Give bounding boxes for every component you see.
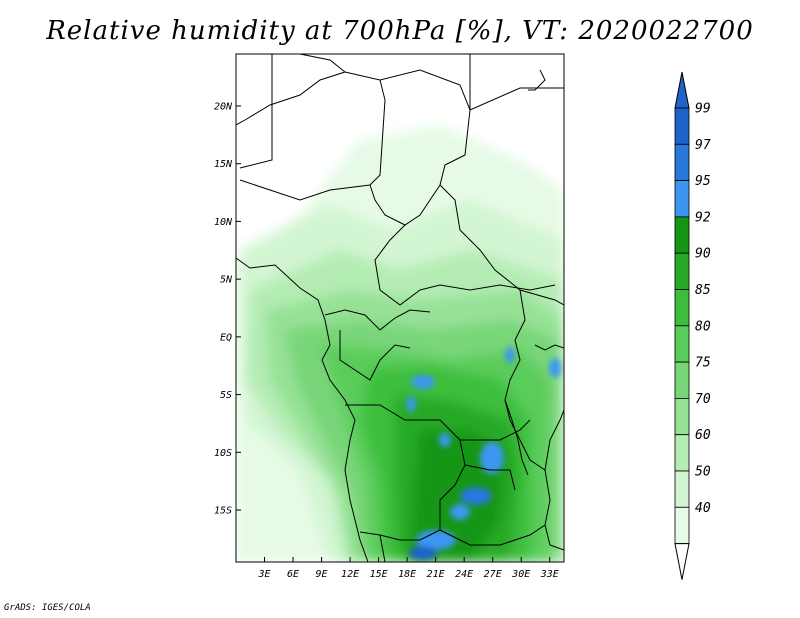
lat-tick-label: 5S bbox=[220, 390, 232, 401]
lat-tick-label: 20N bbox=[214, 101, 233, 112]
colorbar-bottom-triangle bbox=[674, 543, 690, 580]
lat-tick-label: 10S bbox=[214, 448, 232, 459]
colorbar-top-triangle bbox=[674, 71, 690, 109]
lat-tick-label: 10N bbox=[214, 217, 233, 228]
colorbar-segment bbox=[674, 361, 690, 399]
colorbar-segment bbox=[674, 216, 690, 254]
colorbar-label: 92 bbox=[695, 210, 711, 225]
colorbar-label: 50 bbox=[695, 465, 711, 480]
colorbar-label: 80 bbox=[695, 319, 711, 334]
lat-tick-label: 15S bbox=[214, 506, 232, 517]
colorbar-label: 70 bbox=[695, 392, 711, 407]
lon-tick-label: 30E bbox=[511, 569, 530, 580]
colorbar: 99 97 95 92 90 85 80 75 70 60 50 40 bbox=[674, 71, 711, 580]
country-borders bbox=[236, 54, 564, 562]
lon-tick-label: 18E bbox=[398, 569, 416, 580]
colorbar-label: 85 bbox=[695, 283, 711, 298]
lat-tick-label: EQ bbox=[220, 332, 232, 343]
lon-tick-label: 21E bbox=[427, 569, 445, 580]
lon-tick-label: 12E bbox=[341, 569, 359, 580]
grads-credit: GrADS: IGES/COLA bbox=[4, 603, 91, 613]
colorbar-segment bbox=[674, 325, 690, 363]
lon-tick-label: 9E bbox=[316, 569, 328, 580]
lon-tick-label: 27E bbox=[484, 569, 502, 580]
lat-tick-label: 5N bbox=[220, 275, 233, 286]
longitude-axis: 3E 6E 9E 12E 15E 18E 21E 24E 27E 30E 33E bbox=[257, 557, 559, 580]
colorbar-segment bbox=[674, 506, 690, 544]
lon-tick-label: 3E bbox=[257, 569, 270, 580]
latitude-axis: 20N 15N 10N 5N EQ 5S 10S 15S bbox=[214, 101, 241, 517]
colorbar-label: 40 bbox=[695, 501, 711, 516]
colorbar-segment bbox=[674, 289, 690, 327]
lon-tick-label: 15E bbox=[370, 569, 388, 580]
colorbar-segment bbox=[674, 434, 690, 472]
lon-tick-label: 33E bbox=[540, 569, 559, 580]
colorbar-segment bbox=[674, 107, 690, 145]
colorbar-segment bbox=[674, 143, 690, 182]
lon-tick-label: 24E bbox=[455, 569, 473, 580]
colorbar-label: 99 bbox=[695, 102, 711, 117]
lat-tick-label: 15N bbox=[214, 159, 233, 170]
colorbar-label: 97 bbox=[695, 138, 711, 153]
colorbar-segment bbox=[674, 397, 690, 436]
map-frame bbox=[235, 53, 565, 563]
colorbar-label: 75 bbox=[695, 356, 711, 371]
lon-tick-label: 6E bbox=[287, 569, 299, 580]
colorbar-label: 60 bbox=[695, 428, 711, 443]
colorbar-segment bbox=[674, 252, 690, 290]
colorbar-segment bbox=[674, 470, 690, 508]
colorbar-segment bbox=[674, 180, 690, 218]
colorbar-label: 90 bbox=[695, 247, 711, 262]
map-title: Relative humidity at 700hPa [%], VT: 202… bbox=[46, 16, 754, 46]
colorbar-label: 95 bbox=[695, 174, 711, 189]
